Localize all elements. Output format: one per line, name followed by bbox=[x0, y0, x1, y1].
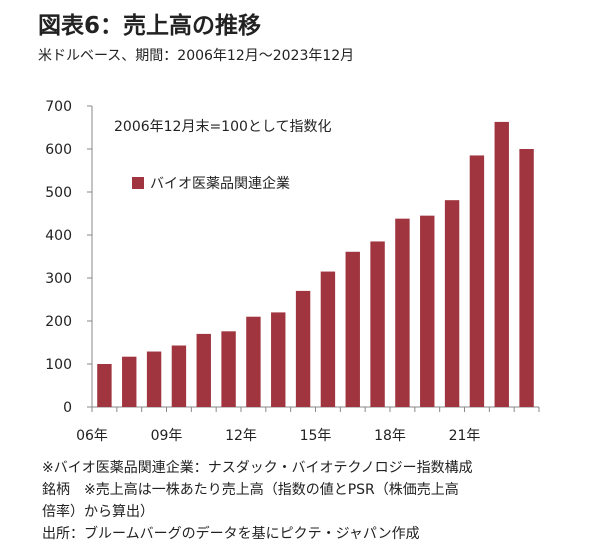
x-tick-label: 21年 bbox=[449, 428, 481, 444]
chart-title: 図表6：売上高の推移 bbox=[38, 13, 262, 39]
x-tick-label: 18年 bbox=[374, 428, 406, 444]
bar bbox=[494, 121, 509, 407]
bar bbox=[171, 345, 187, 407]
y-tick-label: 700 bbox=[45, 99, 72, 115]
y-axis: 0 100 200 300 400 500 600 700 bbox=[45, 99, 93, 416]
x-axis: 06年 09年 12年 15年 18年 21年 bbox=[76, 406, 540, 444]
bar-chart: 0 100 200 300 400 500 600 700 06年 09年 12年 15年 18年 21… bbox=[45, 99, 540, 444]
bar bbox=[295, 290, 311, 407]
bar bbox=[420, 215, 435, 407]
bar bbox=[320, 271, 336, 407]
chart-subtitle: 米ドルベース、期間：2006年12月～2023年12月 bbox=[38, 48, 355, 64]
bar bbox=[271, 312, 286, 407]
y-tick-label: 600 bbox=[45, 142, 72, 158]
bar bbox=[519, 149, 534, 407]
x-tick-label: 12年 bbox=[225, 428, 257, 444]
bar bbox=[395, 218, 410, 407]
bar bbox=[146, 351, 162, 407]
y-tick-label: 400 bbox=[45, 228, 72, 244]
legend-label: バイオ医薬品関連企業 bbox=[150, 175, 290, 192]
legend: バイオ医薬品関連企業 bbox=[132, 175, 290, 192]
bar bbox=[469, 155, 485, 407]
bars bbox=[97, 121, 534, 407]
x-tick-label: 09年 bbox=[151, 428, 183, 444]
footnote-line: ※バイオ医薬品関連企業：ナスダック・バイオテクノロジー指数構成 bbox=[42, 460, 473, 476]
y-tick-label: 500 bbox=[45, 185, 72, 201]
legend-swatch bbox=[132, 177, 144, 189]
y-tick-label: 200 bbox=[45, 314, 72, 330]
footnote-line: 出所：ブルームバーグのデータを基にピクテ・ジャパン作成 bbox=[42, 526, 420, 542]
y-tick-label: 100 bbox=[45, 357, 72, 373]
bar bbox=[246, 316, 261, 407]
bar bbox=[370, 241, 385, 407]
y-tick-label: 300 bbox=[45, 271, 72, 287]
bar bbox=[196, 333, 211, 407]
x-tick-label: 15年 bbox=[300, 428, 332, 444]
bar bbox=[345, 251, 360, 407]
footnote-line: 倍率）から算出） bbox=[42, 504, 154, 520]
y-tick-label: 0 bbox=[63, 400, 72, 416]
footnote-line: 銘柄 ※売上高は一株あたり売上高（指数の値とPSR（株価売上高 bbox=[42, 482, 459, 498]
bar bbox=[97, 364, 112, 407]
bar bbox=[122, 356, 137, 407]
bar bbox=[444, 200, 460, 407]
bar bbox=[221, 331, 236, 407]
footnotes: ※バイオ医薬品関連企業：ナスダック・バイオテクノロジー指数構成 銘柄 ※売上高は… bbox=[42, 457, 562, 545]
index-annotation: 2006年12月末=100として指数化 bbox=[114, 119, 331, 135]
x-tick-label: 06年 bbox=[76, 428, 108, 444]
